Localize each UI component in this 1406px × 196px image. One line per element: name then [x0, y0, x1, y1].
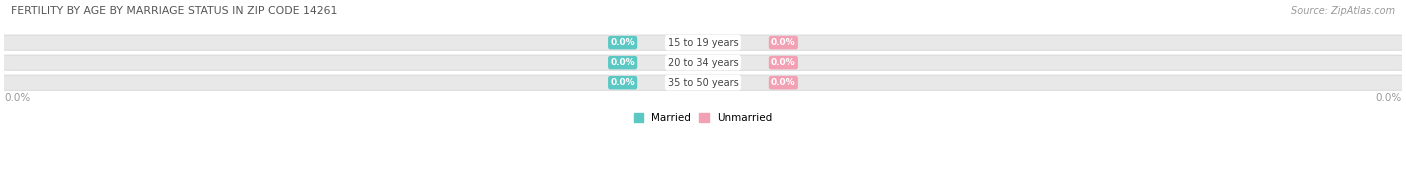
Text: 0.0%: 0.0%: [610, 78, 636, 87]
Text: FERTILITY BY AGE BY MARRIAGE STATUS IN ZIP CODE 14261: FERTILITY BY AGE BY MARRIAGE STATUS IN Z…: [11, 6, 337, 16]
Text: 0.0%: 0.0%: [770, 58, 796, 67]
Text: 0.0%: 0.0%: [4, 93, 31, 103]
FancyBboxPatch shape: [0, 75, 1406, 90]
Text: 0.0%: 0.0%: [610, 58, 636, 67]
Text: 15 to 19 years: 15 to 19 years: [668, 38, 738, 48]
Text: 0.0%: 0.0%: [1375, 93, 1402, 103]
Text: 0.0%: 0.0%: [610, 38, 636, 47]
FancyBboxPatch shape: [0, 55, 1406, 70]
Legend: Married, Unmarried: Married, Unmarried: [630, 109, 776, 127]
Text: 20 to 34 years: 20 to 34 years: [668, 58, 738, 68]
Text: 0.0%: 0.0%: [770, 78, 796, 87]
FancyBboxPatch shape: [0, 35, 1406, 50]
Text: Source: ZipAtlas.com: Source: ZipAtlas.com: [1291, 6, 1395, 16]
Text: 0.0%: 0.0%: [770, 38, 796, 47]
Text: 35 to 50 years: 35 to 50 years: [668, 78, 738, 88]
